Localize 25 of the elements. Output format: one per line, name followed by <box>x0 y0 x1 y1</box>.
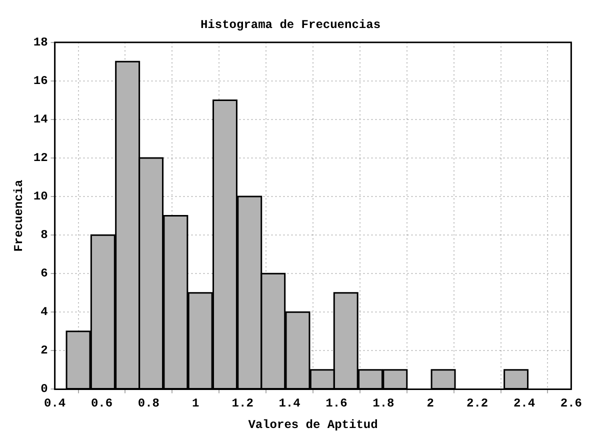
x-tick-label: 1.6 <box>326 396 348 410</box>
y-axis-title: Frecuencia <box>12 180 26 252</box>
y-tick-label: 10 <box>33 190 48 204</box>
y-tick-label: 0 <box>40 382 48 396</box>
y-tick-label: 14 <box>33 112 48 126</box>
x-tick-label: 1.4 <box>278 396 300 410</box>
x-tick-label: 1 <box>192 396 200 410</box>
y-tick-label: 16 <box>33 74 48 88</box>
y-tick-label: 2 <box>40 344 48 358</box>
x-tick-label: 2 <box>426 396 434 410</box>
chart-title: Histograma de Frecuencias <box>200 18 381 32</box>
y-tick-label: 18 <box>33 35 48 50</box>
y-tick-label: 6 <box>40 266 48 281</box>
y-tick-label: 8 <box>40 228 48 242</box>
y-tick-label: 4 <box>40 305 48 320</box>
x-tick-label: 2.2 <box>466 396 488 410</box>
x-axis-title: Valores de Aptitud <box>248 418 378 432</box>
x-tick-label: 0.6 <box>90 396 113 410</box>
x-tick-label: 2.4 <box>513 396 536 410</box>
x-tick-label: 0.4 <box>44 396 66 410</box>
y-tick-label: 12 <box>33 151 48 166</box>
x-tick-label: 1.2 <box>232 396 254 410</box>
x-tick-label: 2.6 <box>560 396 582 410</box>
x-tick-label: 1.8 <box>372 396 394 410</box>
x-tick-label: 0.8 <box>138 396 160 410</box>
